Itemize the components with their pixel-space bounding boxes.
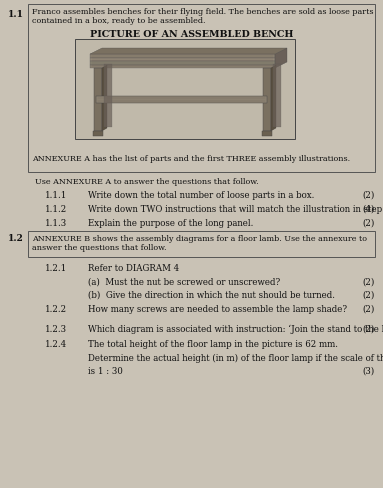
Text: 1.2.2: 1.2.2 [45,305,67,313]
Text: Explain the purpose of the long panel.: Explain the purpose of the long panel. [88,219,254,227]
Bar [262,132,272,137]
Text: (a)  Must the nut be screwed or unscrewed?: (a) Must the nut be screwed or unscrewed… [88,278,280,286]
Bar [104,65,112,128]
Text: 1.2.3: 1.2.3 [45,325,67,333]
Bar [96,97,267,104]
Polygon shape [90,49,287,55]
Bar [94,69,102,132]
Text: Write down the total number of loose parts in a box.: Write down the total number of loose par… [88,191,314,200]
Polygon shape [275,49,287,69]
Text: PICTURE OF AN ASSEMBLED BENCH: PICTURE OF AN ASSEMBLED BENCH [90,30,293,39]
Text: (4): (4) [363,204,375,214]
Text: (2): (2) [363,219,375,227]
Bar [28,231,375,258]
Text: (2): (2) [363,191,375,200]
Text: 1.1.3: 1.1.3 [45,219,67,227]
Text: (2): (2) [363,325,375,333]
Text: Which diagram is associated with instruction: ‘Join the stand to the base’?: Which diagram is associated with instruc… [88,325,383,334]
Text: contained in a box, ready to be assembled.: contained in a box, ready to be assemble… [32,17,206,25]
Bar [75,40,295,140]
Text: 1.2.4: 1.2.4 [45,339,67,348]
Bar [93,132,103,137]
Bar [90,65,275,69]
Text: (2): (2) [363,290,375,299]
Text: (3): (3) [363,366,375,375]
Text: Determine the actual height (in m) of the floor lamp if the scale of the diagram: Determine the actual height (in m) of th… [88,353,383,363]
Text: (b)  Give the direction in which the nut should be turned.: (b) Give the direction in which the nut … [88,290,335,299]
Text: (2): (2) [363,305,375,313]
Text: Refer to DIAGRAM 4: Refer to DIAGRAM 4 [88,264,179,272]
Text: 1.2.1: 1.2.1 [45,264,67,272]
Polygon shape [271,66,276,132]
Text: The total height of the floor lamp in the picture is 62 mm.: The total height of the floor lamp in th… [88,339,338,348]
Bar [90,62,275,65]
Text: 1.1.1: 1.1.1 [45,191,67,200]
Text: 1.1.2: 1.1.2 [45,204,67,214]
Text: (2): (2) [363,278,375,286]
Text: How many screws are needed to assemble the lamp shade?: How many screws are needed to assemble t… [88,305,347,313]
Text: Use ANNEXURE A to answer the questions that follow.: Use ANNEXURE A to answer the questions t… [35,178,259,185]
Bar [90,59,275,62]
Text: Franco assembles benches for their flying field. The benches are sold as loose p: Franco assembles benches for their flyin… [32,8,373,16]
Text: Write down TWO instructions that will match the illustration in step 2.: Write down TWO instructions that will ma… [88,204,383,214]
Text: 1.2: 1.2 [8,234,24,243]
Bar [90,55,275,59]
Bar [273,65,281,128]
Text: 1.1: 1.1 [8,10,24,19]
Polygon shape [102,66,107,132]
Text: ANNEXURE A has the list of parts and the first THREE assembly illustrations.: ANNEXURE A has the list of parts and the… [32,155,350,163]
Text: is 1 : 30: is 1 : 30 [88,366,123,375]
Text: answer the questions that follow.: answer the questions that follow. [32,244,167,251]
Text: ANNEXURE B shows the assembly diagrams for a floor lamb. Use the annexure to: ANNEXURE B shows the assembly diagrams f… [32,235,367,243]
Bar [28,5,375,173]
Bar [263,69,271,132]
